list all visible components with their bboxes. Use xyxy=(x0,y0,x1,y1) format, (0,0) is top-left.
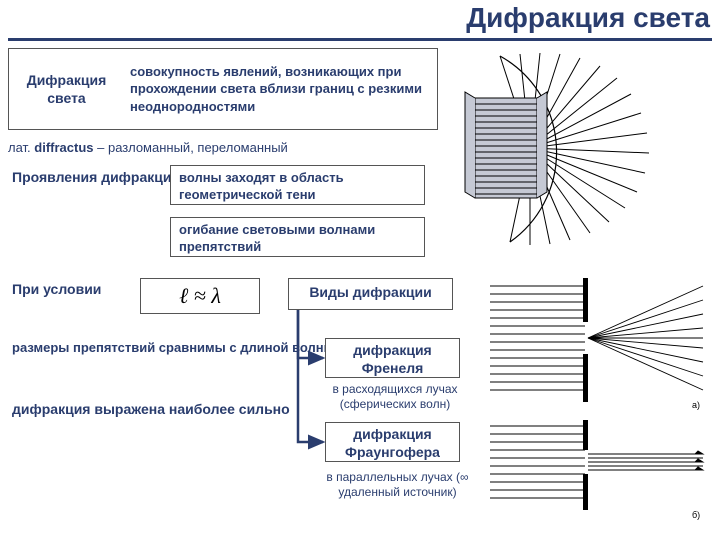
manifestation-box-1: волны заходят в область геометрической т… xyxy=(170,165,425,205)
latin-suffix: – разломанный, переломанный xyxy=(94,140,288,155)
diagram-label-b: б) xyxy=(692,510,700,520)
page-title: Дифракция света xyxy=(466,2,710,34)
fraunhofer-box: дифракция Фраунгофера xyxy=(325,422,460,462)
manifestations-label: Проявления дифракции: xyxy=(12,168,185,186)
diagram-label-a: а) xyxy=(692,400,700,410)
types-connector-arrows xyxy=(288,310,333,450)
latin-prefix: лат. xyxy=(8,140,34,155)
manifestation-box-2: огибание световыми волнами препятствий xyxy=(170,217,425,257)
header-divider xyxy=(8,38,712,41)
fresnel-box: дифракция Френеля xyxy=(325,338,460,378)
definition-term: Дифракция света xyxy=(9,49,124,129)
definition-text: совокупность явлений, возникающих при пр… xyxy=(124,49,437,129)
types-header: Виды дифракции xyxy=(288,278,453,310)
grating-diagram xyxy=(445,48,670,248)
fresnel-note: в расходящихся лучах (сферических волн) xyxy=(310,382,480,412)
formula-box: ℓ ≈ λ xyxy=(140,278,260,314)
fraunhofer-diagram xyxy=(490,420,705,512)
fresnel-diagram xyxy=(490,278,705,408)
latin-bold: diffractus xyxy=(34,140,93,155)
size-condition-text: размеры препятствий сравнимы с длиной во… xyxy=(12,340,335,357)
strong-diffraction-text: дифракция выражена наиболее сильно xyxy=(12,400,290,418)
definition-box: Дифракция света совокупность явлений, во… xyxy=(8,48,438,130)
latin-etymology: лат. diffractus – разломанный, переломан… xyxy=(8,140,288,155)
condition-label: При условии xyxy=(12,280,101,298)
fraunhofer-note: в параллельных лучах (∞ удаленный источн… xyxy=(305,470,490,500)
